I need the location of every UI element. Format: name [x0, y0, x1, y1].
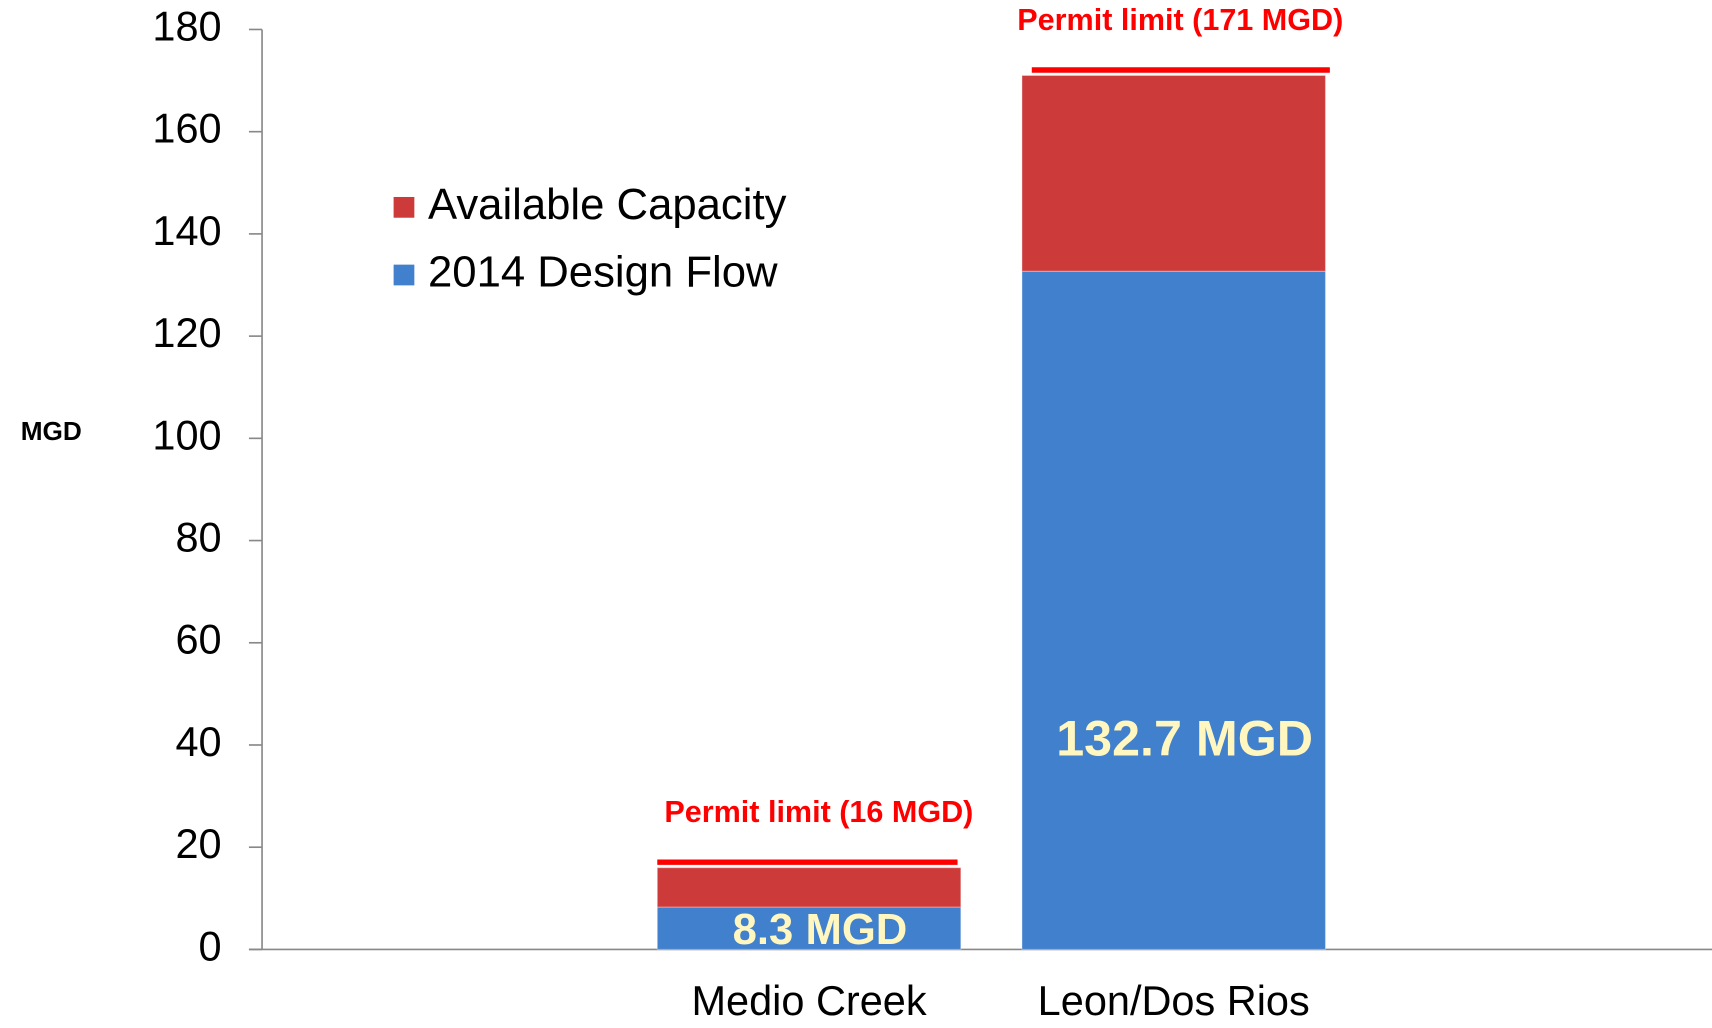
legend-label: 2014 Design Flow	[428, 248, 778, 297]
value-label: 8.3 MGD	[733, 905, 908, 954]
y-tick-label: 40	[175, 718, 221, 765]
y-tick-label: 120	[152, 309, 221, 356]
y-axis-label: MGD	[21, 416, 82, 446]
bar-segment	[657, 868, 961, 907]
permit-limit-label: Permit limit (16 MGD)	[664, 795, 973, 829]
y-tick-label: 140	[152, 207, 221, 254]
permit-limit-label: Permit limit (171 MGD)	[1017, 3, 1343, 37]
y-tick-label: 60	[175, 616, 221, 663]
y-tick-label: 180	[152, 2, 221, 49]
bar-segment	[1022, 271, 1326, 949]
y-tick-label: 80	[175, 514, 221, 561]
legend-swatch	[393, 264, 415, 286]
bar-segment	[1022, 75, 1326, 271]
y-tick-label: 0	[199, 922, 222, 969]
legend-label: Available Capacity	[428, 180, 787, 229]
y-tick-label: 160	[152, 105, 221, 152]
value-label: 132.7 MGD	[1056, 710, 1313, 766]
x-tick-label: Medio Creek	[691, 977, 926, 1024]
page: {"chart_data": { "type": "stacked_bar", …	[0, 0, 1712, 1028]
chart: MGD 0 20 40 60 80 100 120 140 160 180 Medio Creek 8…	[0, 0, 1712, 1028]
x-tick-label: Leon/Dos Rios	[1038, 977, 1310, 1024]
y-tick-label: 20	[175, 820, 221, 867]
y-tick-label: 100	[152, 411, 221, 458]
legend-swatch	[393, 196, 415, 218]
